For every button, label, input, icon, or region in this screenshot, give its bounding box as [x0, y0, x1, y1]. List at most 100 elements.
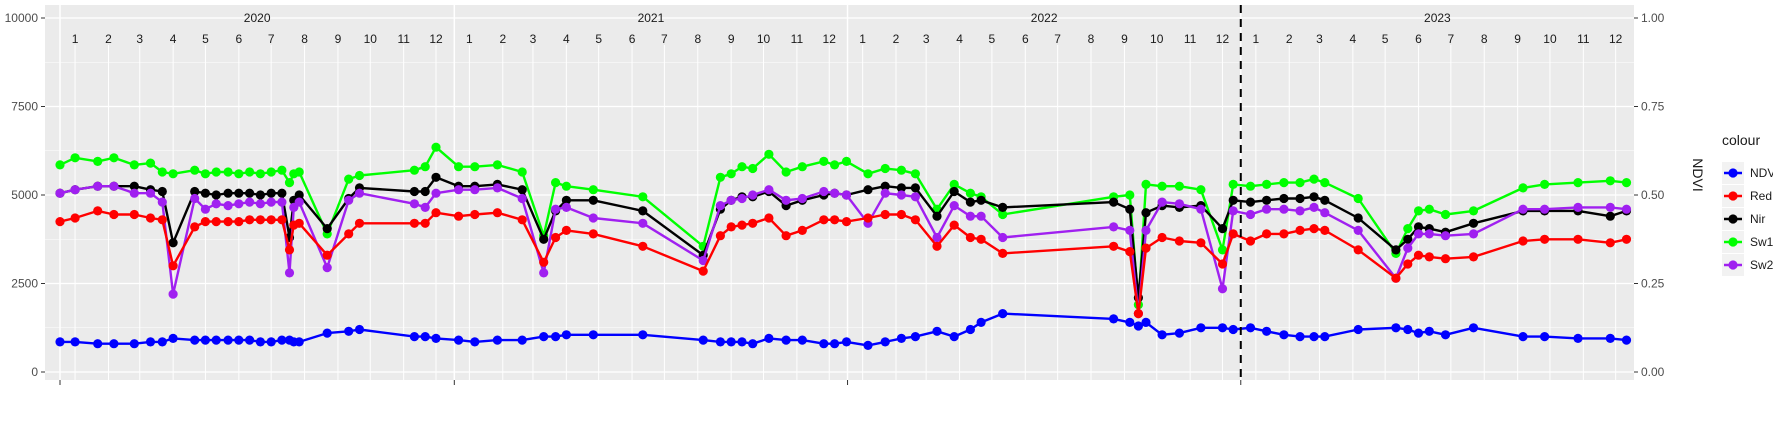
data-point [470, 185, 480, 195]
data-point [168, 289, 178, 299]
data-point [561, 181, 572, 191]
data-point [354, 188, 365, 198]
data-point [638, 330, 648, 340]
series-line [59, 176, 1627, 299]
data-point [976, 317, 986, 327]
data-point [1279, 178, 1289, 188]
data-point [1157, 181, 1167, 191]
data-point [932, 326, 942, 336]
month-label: 6 [1022, 32, 1029, 46]
data-point [1353, 213, 1363, 223]
data-point [93, 156, 103, 166]
data-point [157, 215, 167, 225]
data-point [797, 225, 807, 235]
data-point [1125, 317, 1135, 327]
series-layer [55, 142, 1632, 350]
data-point [748, 190, 758, 200]
month-label: 8 [1088, 32, 1095, 46]
data-point [129, 339, 139, 349]
data-point [896, 165, 907, 175]
data-point [266, 215, 276, 225]
month-label: 4 [956, 32, 963, 46]
data-point [1309, 192, 1319, 202]
data-point [1245, 209, 1256, 220]
data-point [354, 218, 365, 228]
data-point [841, 337, 852, 347]
data-point [277, 197, 287, 207]
data-point [819, 156, 829, 166]
data-point [190, 165, 200, 175]
data-point [539, 257, 549, 267]
data-point [470, 337, 480, 347]
data-point [1353, 193, 1363, 204]
data-point [949, 201, 959, 211]
data-point [737, 337, 747, 347]
month-label: 11 [397, 32, 410, 46]
data-point [737, 193, 747, 204]
data-point [896, 183, 907, 193]
data-point [1605, 333, 1615, 343]
data-point [1518, 236, 1528, 246]
data-point [781, 195, 791, 205]
data-point [211, 335, 221, 345]
data-point [1468, 252, 1479, 262]
month-label: 7 [1054, 32, 1061, 46]
data-point [223, 217, 233, 227]
data-point [863, 169, 873, 179]
data-point [1109, 222, 1119, 232]
data-point [698, 266, 708, 276]
data-point [1518, 332, 1528, 342]
series-line [59, 145, 1627, 306]
legend-label: NDVI [1750, 166, 1773, 180]
data-point [1440, 231, 1451, 241]
data-point [1573, 202, 1583, 212]
data-point [880, 188, 890, 198]
data-point [1403, 234, 1413, 244]
data-point [431, 208, 441, 218]
month-label: 12 [1609, 32, 1623, 46]
data-point [1217, 284, 1228, 294]
data-point [517, 185, 527, 195]
data-point [764, 333, 774, 343]
series-sw2 [55, 181, 1632, 319]
data-point [109, 181, 119, 191]
data-point [55, 337, 65, 347]
data-point [638, 241, 648, 251]
data-point [726, 169, 736, 179]
data-point [1468, 218, 1479, 228]
data-point [797, 162, 807, 172]
data-point [764, 213, 774, 223]
data-point [539, 332, 549, 342]
year-label: 2023 [1424, 11, 1451, 25]
data-point [880, 181, 890, 191]
data-point [1174, 199, 1184, 209]
series-line [59, 184, 1627, 315]
data-point [70, 213, 80, 223]
data-point [1262, 326, 1272, 336]
data-point [55, 188, 65, 198]
month-label: 11 [791, 32, 804, 46]
series-red [55, 206, 1632, 319]
legend-label: Red [1750, 189, 1772, 203]
data-point [1413, 206, 1424, 216]
data-point [1109, 241, 1119, 251]
data-point [1279, 204, 1289, 214]
month-label: 5 [202, 32, 209, 46]
data-point [965, 188, 976, 198]
y2-tick-label: 0.50 [1641, 188, 1665, 202]
data-point [561, 330, 572, 340]
data-point [998, 309, 1008, 319]
data-point [1540, 332, 1550, 342]
data-point [344, 229, 354, 239]
data-point [1403, 259, 1413, 269]
month-label: 4 [563, 32, 570, 46]
data-point [797, 193, 807, 204]
data-point [409, 199, 419, 209]
data-point [1157, 232, 1167, 243]
data-point [1621, 178, 1632, 188]
data-point [322, 250, 332, 260]
data-point [949, 332, 959, 342]
data-point [1295, 178, 1305, 188]
data-point [638, 192, 648, 202]
data-point [409, 165, 419, 175]
